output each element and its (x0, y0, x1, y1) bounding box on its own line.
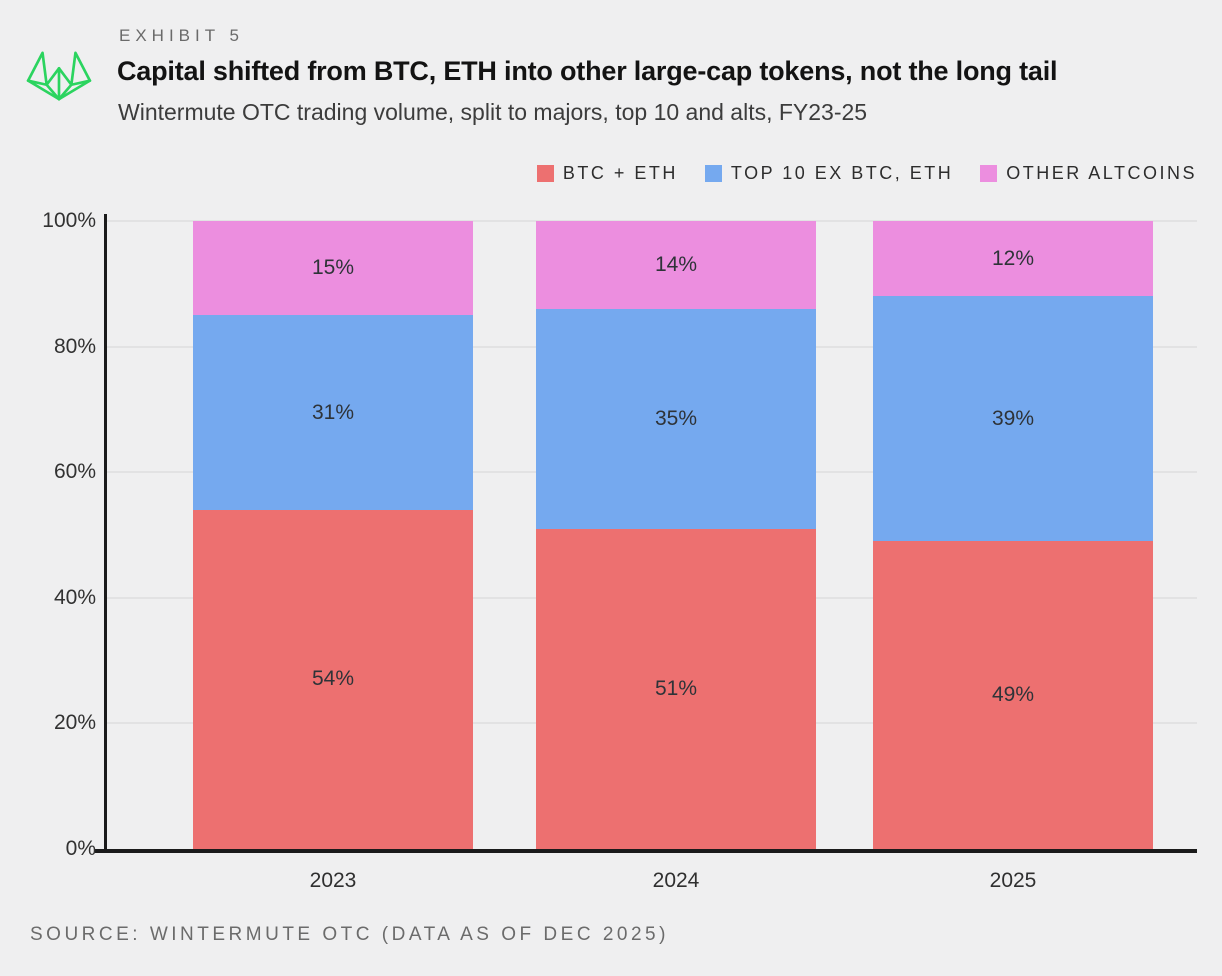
source-note: SOURCE: WINTERMUTE OTC (DATA AS OF DEC 2… (30, 924, 669, 945)
legend-item-other-altcoins: OTHER ALTCOINS (980, 163, 1197, 184)
segment-value-label: 35% (654, 406, 698, 430)
segment-2024-btc-eth: 51% (536, 528, 816, 849)
legend-item-btc-eth: BTC + ETH (536, 163, 678, 184)
y-tick-label-80: 80% (53, 334, 96, 358)
y-tick-label-100: 100% (42, 209, 96, 232)
segment-2024-top-10-ex-btc-eth: 35% (536, 308, 816, 529)
legend-swatch-top10 (704, 165, 722, 182)
segment-2023-top-10-ex-btc-eth: 31% (193, 315, 473, 510)
legend-label: BTC + ETH (562, 163, 678, 183)
segment-2025-top-10-ex-btc-eth: 39% (873, 296, 1153, 542)
legend-swatch-other-altcoins (980, 165, 998, 182)
y-tick-label-40: 40% (53, 585, 96, 609)
segment-value-label: 51% (654, 676, 698, 700)
chart-subtitle: Wintermute OTC trading volume, split to … (118, 99, 868, 125)
y-tick-label-20: 20% (53, 711, 96, 735)
segment-value-label: 39% (991, 406, 1035, 430)
x-tick-label-2025: 2025 (989, 869, 1037, 892)
wintermute-logo-icon (26, 51, 92, 101)
segment-2023-other-altcoins: 15% (193, 221, 473, 316)
exhibit-label: EXHIBIT 5 (119, 26, 244, 45)
y-tick-label-60: 60% (53, 460, 96, 484)
bar-2025: 12% 39% 49% (873, 221, 1153, 849)
x-tick-label-2023: 2023 (309, 869, 357, 892)
y-axis-line (104, 214, 107, 853)
legend-swatch-btc-eth (536, 165, 554, 182)
segment-2025-btc-eth: 49% (873, 541, 1153, 849)
chart-title: Capital shifted from BTC, ETH into other… (117, 56, 1058, 86)
bar-2023: 15% 31% 54% (193, 221, 473, 849)
legend: BTC + ETH TOP 10 EX BTC, ETH OTHER ALTCO… (536, 163, 1197, 184)
segment-value-label: 15% (311, 256, 355, 280)
legend-label: TOP 10 EX BTC, ETH (730, 163, 954, 183)
segment-value-label: 54% (311, 667, 355, 691)
x-tick-label-2024: 2024 (652, 869, 700, 892)
segment-2025-other-altcoins: 12% (873, 221, 1153, 297)
segment-value-label: 12% (991, 246, 1035, 270)
segment-2024-other-altcoins: 14% (536, 221, 816, 309)
segment-value-label: 49% (991, 683, 1035, 707)
segment-value-label: 31% (311, 400, 355, 424)
legend-label: OTHER ALTCOINS (1006, 163, 1197, 183)
legend-item-top10: TOP 10 EX BTC, ETH (704, 163, 954, 184)
y-tick-label-0: 0% (65, 837, 96, 860)
segment-value-label: 14% (654, 252, 698, 276)
bar-2024: 14% 35% 51% (536, 221, 816, 849)
x-axis-line (95, 849, 1197, 853)
segment-2023-btc-eth: 54% (193, 509, 473, 849)
